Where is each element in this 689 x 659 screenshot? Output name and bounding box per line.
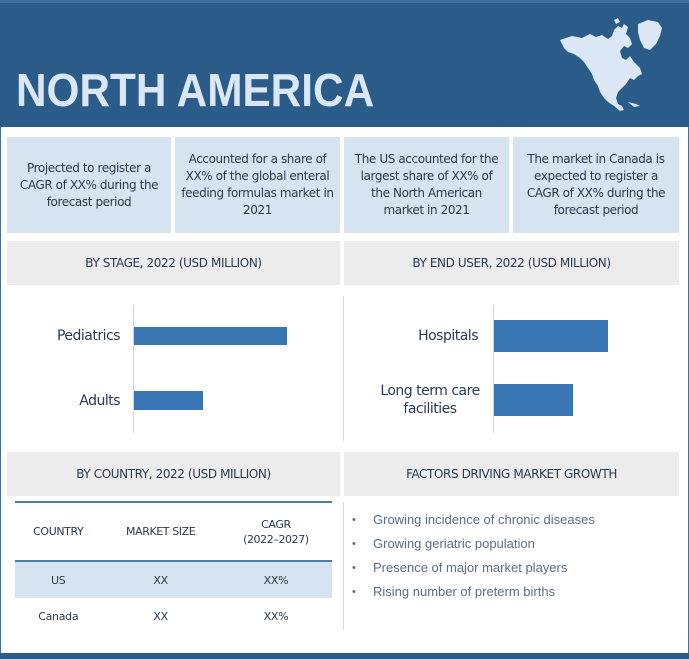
cell-cagr: XX% [219,561,332,598]
stage-bar-adults [134,391,203,410]
list-item: • Growing incidence of chronic diseases [352,508,595,532]
stage-bar-pediatrics [134,327,287,345]
stat-text: Accounted for a share of XX% of the glob… [181,152,334,217]
factors-section-title: FACTORS DRIVING MARKET GROWTH [406,467,617,481]
country-section-title: BY COUNTRY, 2022 (USD MILLION) [76,467,271,481]
header-banner: NORTH AMERICA [0,0,689,127]
stage-section-title: BY STAGE, 2022 (USD MILLION) [85,256,262,270]
col-cagr: CAGR (2022–2027) [219,501,332,562]
factors-list: • Growing incidence of chronic diseases •… [352,508,595,604]
stat-card-global-share: Accounted for a share of XX% of the glob… [175,137,340,233]
label-line: facilities [403,401,457,417]
factors-divider [343,502,344,630]
end-user-bar-long-term-care [494,384,573,416]
cell-country: Canada [38,609,79,623]
cell-cagr: XX% [263,609,289,623]
country-table: COUNTRY MARKET SIZE CAGR (2022–2027) US X… [15,501,332,634]
stat-text: The US accounted for the largest share o… [354,152,499,217]
stat-card-cagr: Projected to register a CAGR of XX% duri… [7,137,171,233]
end-user-divider [343,296,344,441]
list-item: • Rising number of preterm births [352,580,595,604]
stage-chart-axis [133,305,134,433]
footer-bar [0,653,689,659]
stage-section-header: BY STAGE, 2022 (USD MILLION) [7,241,340,285]
factor-text: Growing geriatric population [373,536,535,551]
col-country: COUNTRY [15,501,102,562]
bullet-icon: • [352,538,356,550]
col-market-size: MARKET SIZE [101,501,220,562]
stat-text: The market in Canada is expected to regi… [526,152,666,217]
table-row: Canada XX XX% [15,598,332,634]
factor-text: Presence of major market players [373,560,568,575]
north-america-map-icon [560,18,662,111]
factor-text: Rising number of preterm births [373,584,556,599]
cell-country: US [15,561,102,598]
header-top-stripe [0,0,689,3]
stat-text: Projected to register a CAGR of XX% duri… [19,160,159,209]
table-row: US XX XX% [15,561,332,598]
bullet-icon: • [352,514,356,526]
cagr-label: CAGR [261,517,291,531]
end-user-label-hospitals: Hospitals [418,328,478,344]
bullet-icon: • [352,586,356,598]
stage-label-adults: Adults [79,393,120,409]
stage-label-pediatrics: Pediatrics [56,328,121,344]
cell-market-size: XX [101,561,220,598]
end-user-label-long-term-care: Long term care facilities [370,382,490,418]
list-item: • Growing geriatric population [352,532,595,556]
country-section-header: BY COUNTRY, 2022 (USD MILLION) [7,452,340,496]
cagr-period: (2022–2027) [243,532,309,546]
factor-text: Growing incidence of chronic diseases [373,512,595,527]
cell-market-size: XX [153,609,168,623]
factors-section-header: FACTORS DRIVING MARKET GROWTH [344,452,679,496]
stat-card-us-share: The US accounted for the largest share o… [344,137,509,233]
end-user-bar-hospitals [494,320,608,352]
page-title: NORTH AMERICA [16,64,375,116]
end-user-section-header: BY END USER, 2022 (USD MILLION) [344,241,679,285]
end-user-chart-axis [493,305,494,433]
list-item: • Presence of major market players [352,556,595,580]
label-line: Long term care [380,383,480,399]
stat-card-canada-cagr: The market in Canada is expected to regi… [513,137,679,233]
table-header-row: COUNTRY MARKET SIZE CAGR (2022–2027) [15,501,332,562]
bullet-icon: • [352,562,356,574]
end-user-section-title: BY END USER, 2022 (USD MILLION) [412,256,611,270]
